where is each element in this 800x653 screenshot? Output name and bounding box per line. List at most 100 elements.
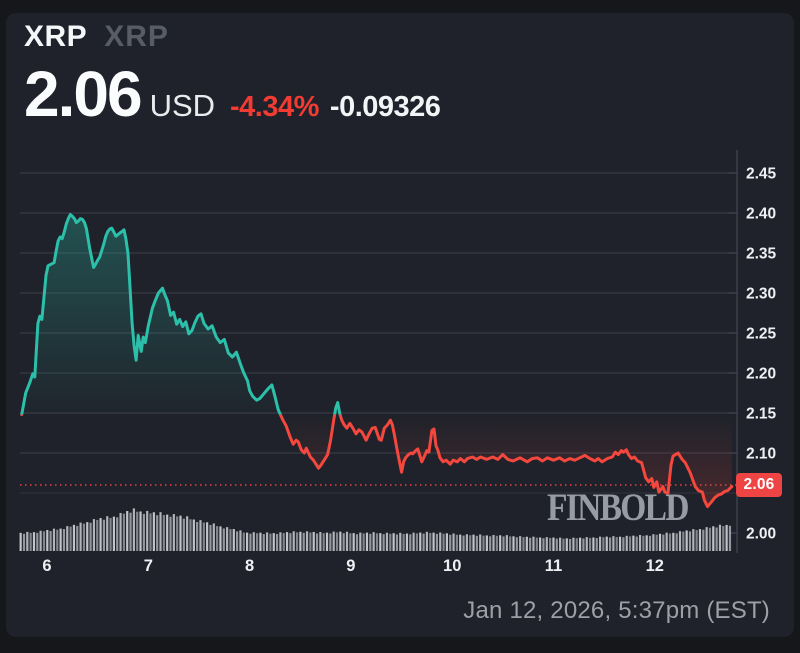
volume-bar xyxy=(26,531,29,551)
volume-bar xyxy=(585,537,588,551)
volume-bar xyxy=(159,512,162,551)
y-axis-label: 2.00 xyxy=(746,526,776,543)
volume-bar xyxy=(72,524,76,551)
volume-bar xyxy=(569,538,572,551)
volume-bar xyxy=(269,533,272,551)
volume-bar xyxy=(658,533,662,551)
volume-bar xyxy=(342,533,345,551)
x-axis-label: 11 xyxy=(545,557,562,575)
volume-bar xyxy=(369,533,372,551)
volume-bar xyxy=(119,512,122,551)
volume-bar xyxy=(86,522,89,551)
volume-bar xyxy=(82,523,86,551)
volume-bar xyxy=(682,531,685,551)
volume-bar xyxy=(206,522,209,551)
volume-bar xyxy=(559,537,562,551)
volume-bar xyxy=(99,518,102,551)
volume-bar xyxy=(332,531,335,551)
volume-bar xyxy=(662,534,665,551)
volume-bar xyxy=(692,529,695,551)
volume-bar xyxy=(302,532,305,551)
volume-bar xyxy=(395,534,399,551)
volume-bar xyxy=(412,532,415,551)
volume-bar xyxy=(359,532,362,551)
volume-bar xyxy=(695,530,698,551)
volume-bar xyxy=(79,522,82,551)
volume-bar xyxy=(405,533,409,551)
volume-bar xyxy=(519,536,522,551)
volume-bar xyxy=(262,534,265,551)
volume-bar xyxy=(325,532,329,551)
ticker-symbol: XRP xyxy=(24,20,88,53)
y-axis-label: 2.45 xyxy=(746,166,777,183)
volume-bar xyxy=(452,533,455,551)
volume-bar xyxy=(139,511,142,551)
volume-bar xyxy=(309,532,312,551)
y-axis-label: 2.25 xyxy=(746,326,777,343)
volume-bar xyxy=(712,526,715,551)
volume-bar xyxy=(385,532,389,551)
volume-bar xyxy=(126,511,129,551)
volume-bar xyxy=(69,526,72,551)
volume-bar xyxy=(196,521,199,551)
volume-bar xyxy=(265,532,269,551)
volume-bar xyxy=(582,538,585,551)
volume-bar xyxy=(312,531,315,551)
volume-bar xyxy=(322,533,325,551)
volume-bar xyxy=(685,530,688,551)
x-axis-label: 12 xyxy=(646,557,664,575)
volume-bar xyxy=(465,534,468,551)
volume-bar xyxy=(638,535,642,551)
y-axis-label: 2.15 xyxy=(746,406,777,423)
volume-bar xyxy=(489,536,492,551)
volume-bar xyxy=(509,536,512,551)
volume-bar xyxy=(295,532,299,551)
volume-bar xyxy=(392,533,395,551)
volume-bar xyxy=(305,531,309,551)
volume-bar xyxy=(66,526,69,551)
volume-bar xyxy=(232,529,235,551)
volume-bar xyxy=(722,525,725,551)
volume-bar xyxy=(575,538,578,551)
volume-bar xyxy=(668,533,672,551)
volume-bar xyxy=(152,512,155,551)
volume-bar xyxy=(375,533,379,551)
volume-bar xyxy=(539,537,542,551)
volume-bar xyxy=(415,533,419,551)
volume-bar xyxy=(32,532,36,551)
volume-bar xyxy=(192,519,195,551)
volume-bar xyxy=(315,533,319,551)
volume-bar xyxy=(622,537,625,551)
volume-bar xyxy=(162,515,165,551)
volume-bar xyxy=(49,531,52,551)
price-change-percent: -4.34% xyxy=(230,91,319,123)
ticker-row: XRP XRP xyxy=(24,20,440,54)
y-axis-label: 2.35 xyxy=(746,246,777,263)
y-axis-label: 2.10 xyxy=(746,446,776,463)
volume-bar xyxy=(36,532,39,551)
finbold-watermark: FINBOLD xyxy=(547,486,690,529)
volume-bar xyxy=(352,533,355,551)
volume-bar xyxy=(675,533,678,551)
volume-bar xyxy=(665,532,668,551)
volume-bar xyxy=(92,519,96,551)
volume-bar xyxy=(625,535,628,551)
volume-bar xyxy=(275,533,279,551)
volume-bar xyxy=(442,533,445,551)
x-axis-label: 8 xyxy=(245,557,254,575)
volume-bar xyxy=(565,538,568,551)
volume-bar xyxy=(189,519,192,551)
volume-bar xyxy=(479,534,482,551)
volume-bar xyxy=(182,518,185,551)
volume-bar xyxy=(142,513,145,551)
volume-bar xyxy=(46,530,49,551)
x-axis-label: 6 xyxy=(42,557,51,575)
volume-bar xyxy=(419,532,422,551)
volume-bar xyxy=(605,536,608,551)
volume-bar xyxy=(572,537,575,551)
y-axis-label: 2.20 xyxy=(746,366,776,383)
volume-bar xyxy=(349,533,352,551)
volume-bar xyxy=(612,536,615,551)
